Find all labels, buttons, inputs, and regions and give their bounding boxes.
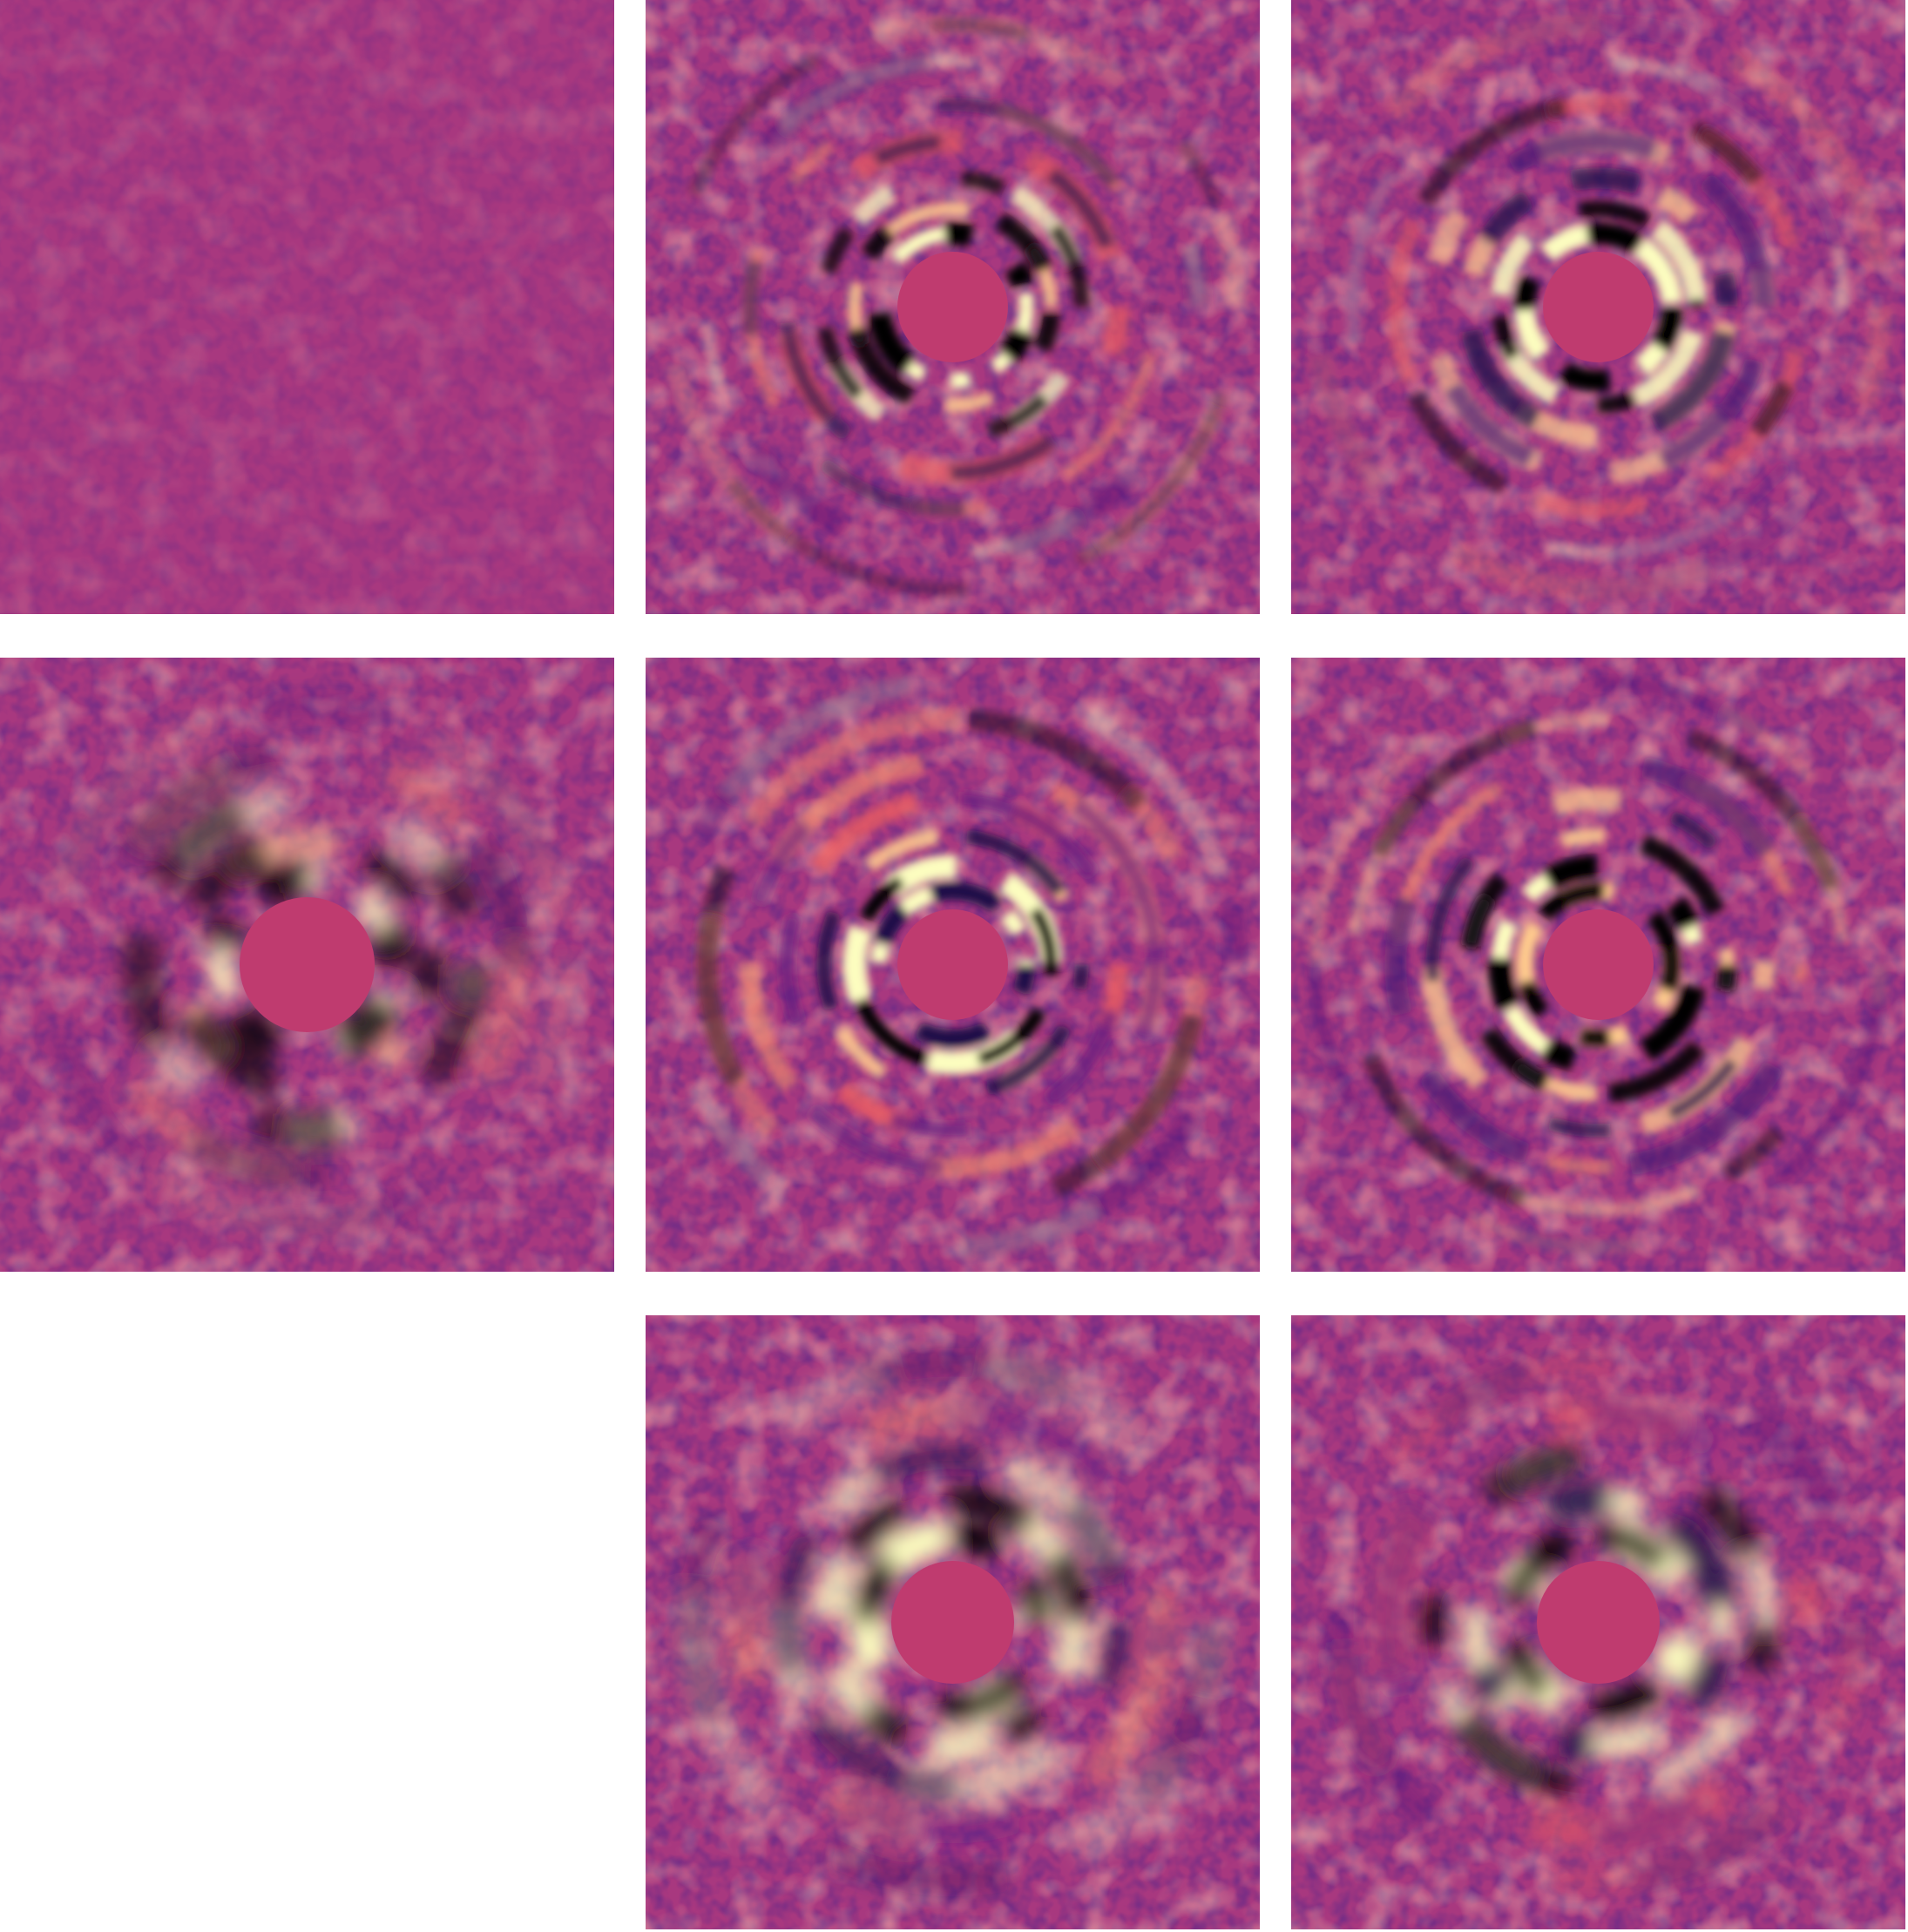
- ring-arc: [867, 221, 1039, 393]
- central-mask: [891, 1561, 1014, 1684]
- ring-arc: [37, 694, 578, 1235]
- ring-arc: [869, 882, 1036, 1048]
- ring-arc: [816, 828, 1089, 1101]
- panel: [0, 0, 614, 614]
- ring-arc: [779, 791, 1127, 1138]
- ring-arc: [1421, 787, 1776, 1142]
- ring-arc: [1459, 1483, 1737, 1761]
- central-mask: [897, 909, 1008, 1020]
- ring-arc: [742, 97, 1163, 517]
- central-mask: [1537, 1561, 1660, 1684]
- ring-arc: [678, 1348, 1228, 1897]
- ring-arc: [1375, 1399, 1822, 1846]
- ring-arc: [1346, 713, 1850, 1217]
- ring-arc: [1499, 1523, 1697, 1721]
- ring-arc: [171, 828, 443, 1101]
- ring-arc: [1345, 54, 1851, 560]
- ring-arc: [1516, 882, 1681, 1047]
- ring-arc: [847, 201, 1059, 413]
- ring-arc: [1458, 167, 1738, 447]
- rings: [674, 1344, 1231, 1901]
- ring-arc: [1492, 200, 1705, 414]
- rings: [1303, 12, 1893, 602]
- rings: [36, 693, 578, 1236]
- panel: [646, 658, 1260, 1272]
- ring-arc: [1488, 855, 1708, 1075]
- ring-arc: [815, 170, 1090, 444]
- ring-arc: [1304, 13, 1892, 601]
- ring-arc: [1323, 1348, 1873, 1897]
- ring-arc: [853, 1523, 1052, 1722]
- ring-arc: [774, 1443, 1132, 1801]
- ring-arc: [1513, 222, 1683, 392]
- ring-arc: [696, 708, 1209, 1221]
- ring-arc: [1422, 131, 1775, 483]
- panel: [1291, 0, 1905, 614]
- ring-arc: [1384, 751, 1812, 1179]
- ring-arc: [1386, 95, 1810, 519]
- panel: [646, 1315, 1260, 1929]
- panel: [1291, 1315, 1905, 1929]
- central-mask: [1543, 909, 1654, 1020]
- rings: [1323, 1348, 1873, 1897]
- ring-arc: [1308, 674, 1889, 1255]
- ring-arc: [731, 1401, 1174, 1844]
- ring-arc: [1425, 792, 1771, 1138]
- ring-arc: [1417, 1441, 1780, 1804]
- ring-arc: [658, 670, 1248, 1260]
- central-mask: [1543, 252, 1654, 362]
- ring-arc: [201, 859, 413, 1071]
- ring-arc: [122, 780, 492, 1150]
- ring-arc: [814, 1483, 1092, 1761]
- ring-arc: [842, 855, 1063, 1075]
- ring-arc: [663, 17, 1242, 597]
- ring-arc: [776, 788, 1129, 1141]
- panel: [1291, 658, 1905, 1272]
- ring-arc: [82, 740, 532, 1190]
- central-mask: [239, 896, 376, 1033]
- rings: [658, 670, 1248, 1260]
- ring-arc: [695, 50, 1210, 564]
- panel: [646, 0, 1260, 614]
- rings: [1308, 674, 1889, 1255]
- ring-arc: [847, 859, 1059, 1071]
- noise-bright: [0, 0, 614, 614]
- ring-arc: [168, 826, 446, 1104]
- rings: [660, 14, 1246, 600]
- ring-arc: [778, 132, 1127, 482]
- ring-arc: [1459, 826, 1737, 1104]
- ring-arc: [1389, 755, 1808, 1174]
- ring-arc: [741, 753, 1164, 1176]
- central-mask: [897, 252, 1008, 362]
- panel: [0, 658, 614, 1272]
